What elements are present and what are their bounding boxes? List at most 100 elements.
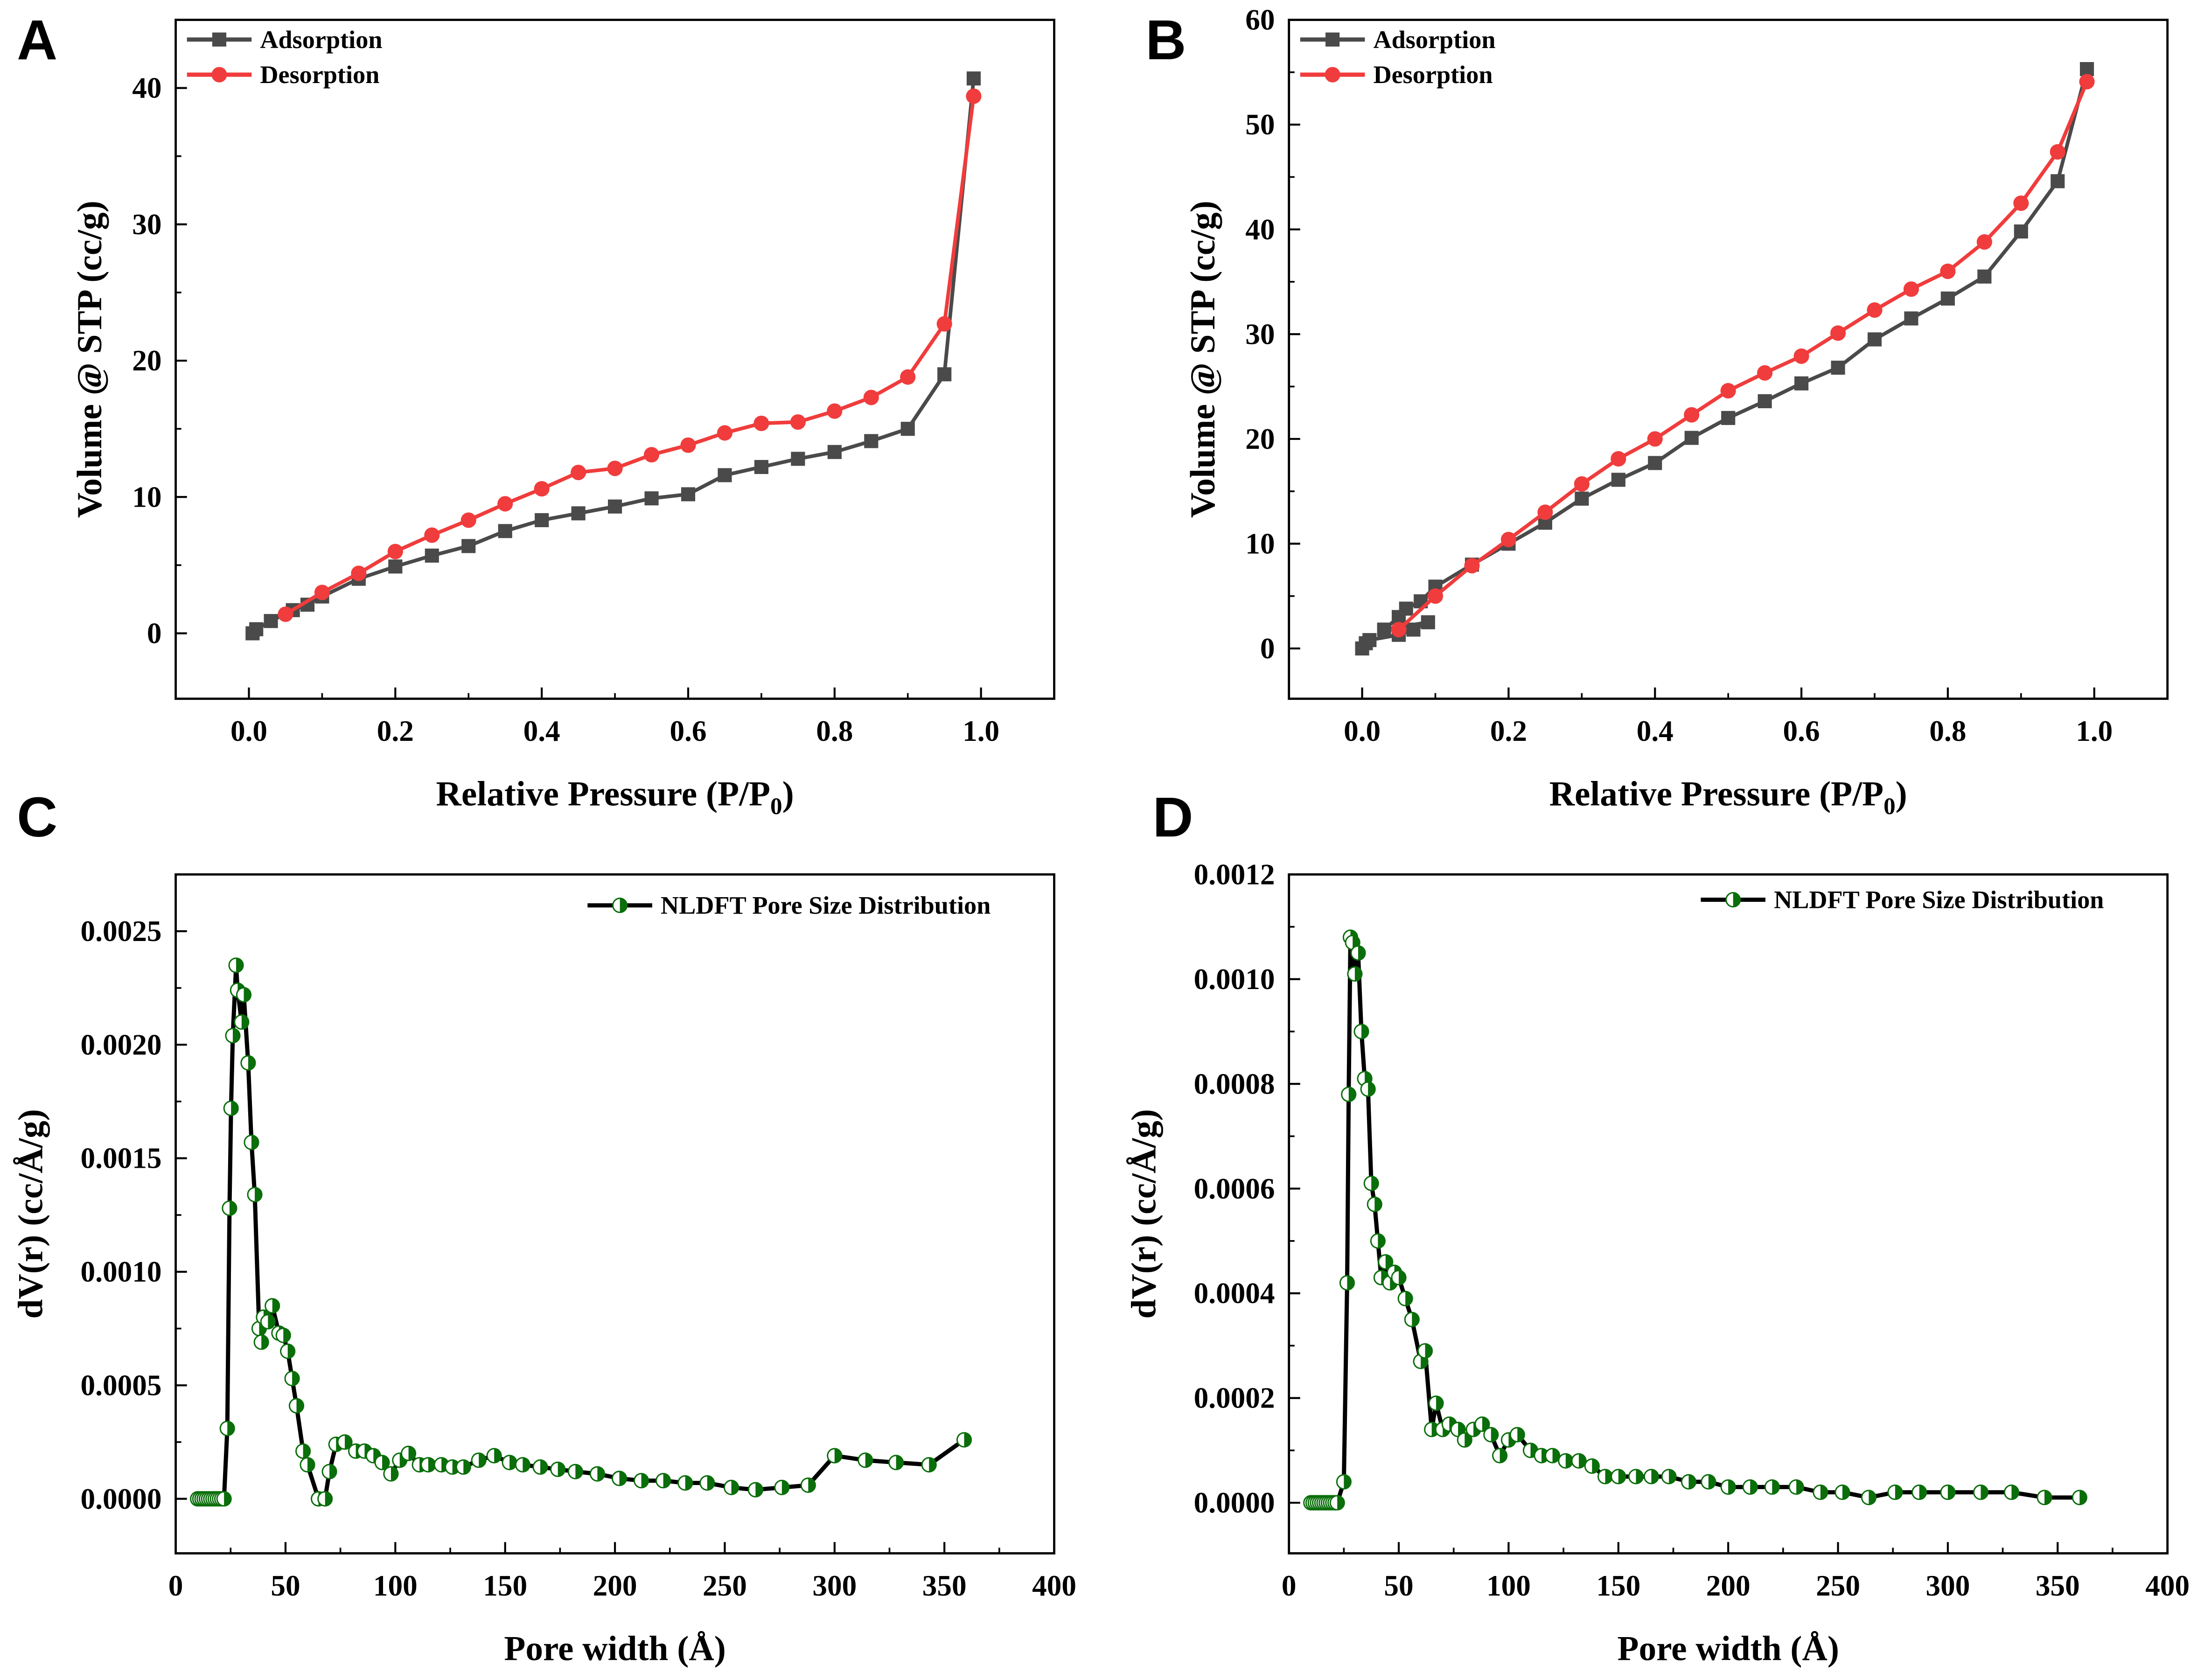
data-point — [1341, 1087, 1357, 1102]
data-point — [1720, 1479, 1736, 1495]
legend-marker — [211, 67, 227, 83]
data-point — [401, 1445, 417, 1461]
data-point — [791, 452, 805, 466]
data-point — [607, 460, 623, 476]
data-point — [681, 487, 696, 502]
data-point — [1830, 325, 1846, 341]
marker-fill — [283, 1328, 291, 1343]
series-adsorption — [1355, 62, 2094, 655]
marker-fill — [227, 1421, 235, 1436]
data-point — [1611, 473, 1625, 487]
series-line — [251, 78, 976, 635]
data-point — [2051, 174, 2065, 188]
panel-c: C 0 50 100 150 200 250 300 350 400 0.0000 0.0005 0.0… — [11, 786, 1076, 1668]
data-point — [1684, 431, 1699, 445]
data-point — [1545, 1448, 1561, 1464]
data-point — [1647, 431, 1663, 447]
marker-fill — [251, 1135, 259, 1150]
data-point — [1597, 1469, 1613, 1485]
data-point — [864, 434, 879, 448]
data-point — [2013, 195, 2029, 211]
data-point — [680, 437, 696, 453]
marker-fill — [1579, 1454, 1586, 1468]
marker-fill — [1482, 1417, 1490, 1431]
data-point — [424, 527, 440, 543]
y-tick-label: 0 — [147, 617, 162, 650]
data-point — [260, 1314, 276, 1330]
data-point — [571, 465, 586, 481]
x-tick-label: 100 — [373, 1569, 418, 1602]
series-nldft-pore-size-distribution — [190, 957, 972, 1507]
data-point — [1464, 558, 1480, 574]
data-point — [1353, 1024, 1369, 1039]
data-point — [1362, 633, 1377, 648]
data-point — [1457, 1432, 1472, 1448]
x-axis-label-subscript: 0 — [1883, 793, 1896, 820]
data-point — [388, 559, 403, 574]
x-axis-label-subscript: 0 — [770, 793, 782, 820]
marker-fill — [575, 1464, 583, 1479]
marker-fill — [1688, 1475, 1696, 1489]
data-point — [656, 1473, 671, 1489]
legend-item: Adsorption — [1300, 26, 1496, 54]
data-point — [1904, 311, 1918, 326]
data-point — [567, 1464, 583, 1479]
data-point — [589, 1466, 605, 1482]
data-point — [455, 1459, 471, 1475]
data-point — [1347, 966, 1363, 982]
y-tick-label: 0.0008 — [1194, 1067, 1275, 1100]
data-point — [228, 957, 244, 973]
marker-fill — [731, 1480, 739, 1495]
data-point — [754, 460, 768, 474]
data-point — [265, 1298, 280, 1314]
marker-fill — [296, 1399, 304, 1413]
marker-fill — [1425, 1344, 1432, 1358]
marker-fill — [303, 1444, 310, 1458]
y-tick-label: 0.0005 — [81, 1369, 162, 1401]
data-point — [1887, 1485, 1903, 1500]
marker-fill — [494, 1449, 502, 1463]
legend-item: Adsorption — [187, 26, 382, 54]
data-point — [300, 1457, 315, 1473]
y-tick-label: 0.0020 — [81, 1028, 162, 1061]
data-point — [1329, 1495, 1345, 1511]
panel-letter: A — [17, 8, 57, 71]
data-point — [1421, 615, 1435, 629]
marker-fill — [1820, 1485, 1827, 1499]
data-point — [1339, 1275, 1355, 1291]
series-nldft-pore-size-distribution — [1303, 929, 2087, 1511]
legend-label: Adsorption — [260, 26, 382, 54]
data-point — [724, 1479, 739, 1495]
marker-fill — [896, 1455, 903, 1470]
data-point — [956, 1432, 972, 1448]
y-tick-label: 0.0000 — [1194, 1486, 1275, 1519]
marker-fill — [1636, 1469, 1643, 1484]
data-point — [1757, 365, 1773, 381]
marker-fill — [865, 1453, 872, 1467]
data-point — [937, 367, 952, 382]
data-point — [1684, 407, 1700, 423]
marker-fill — [509, 1455, 517, 1470]
data-point — [1370, 1233, 1386, 1249]
data-point — [827, 403, 843, 419]
data-point — [275, 1327, 291, 1343]
data-point — [1350, 945, 1366, 961]
x-tick-label: 0.4 — [523, 715, 560, 747]
marker-fill — [229, 1201, 237, 1215]
legend-label: Desorption — [260, 61, 379, 89]
data-point — [611, 1471, 628, 1486]
data-point — [374, 1455, 390, 1471]
marker-fill — [1368, 1082, 1375, 1096]
marker-fill — [261, 1335, 269, 1349]
data-point — [608, 499, 622, 514]
marker-fill — [1465, 1433, 1472, 1447]
marker-fill — [325, 1492, 332, 1506]
data-point — [827, 445, 842, 459]
data-point — [747, 1482, 763, 1498]
marker-fill — [685, 1476, 692, 1490]
series-desorption — [1391, 74, 2095, 638]
marker-fill — [1552, 1448, 1560, 1463]
marker-fill — [1618, 1469, 1625, 1484]
x-tick-label: 0.2 — [1490, 715, 1527, 747]
data-point — [249, 622, 264, 636]
